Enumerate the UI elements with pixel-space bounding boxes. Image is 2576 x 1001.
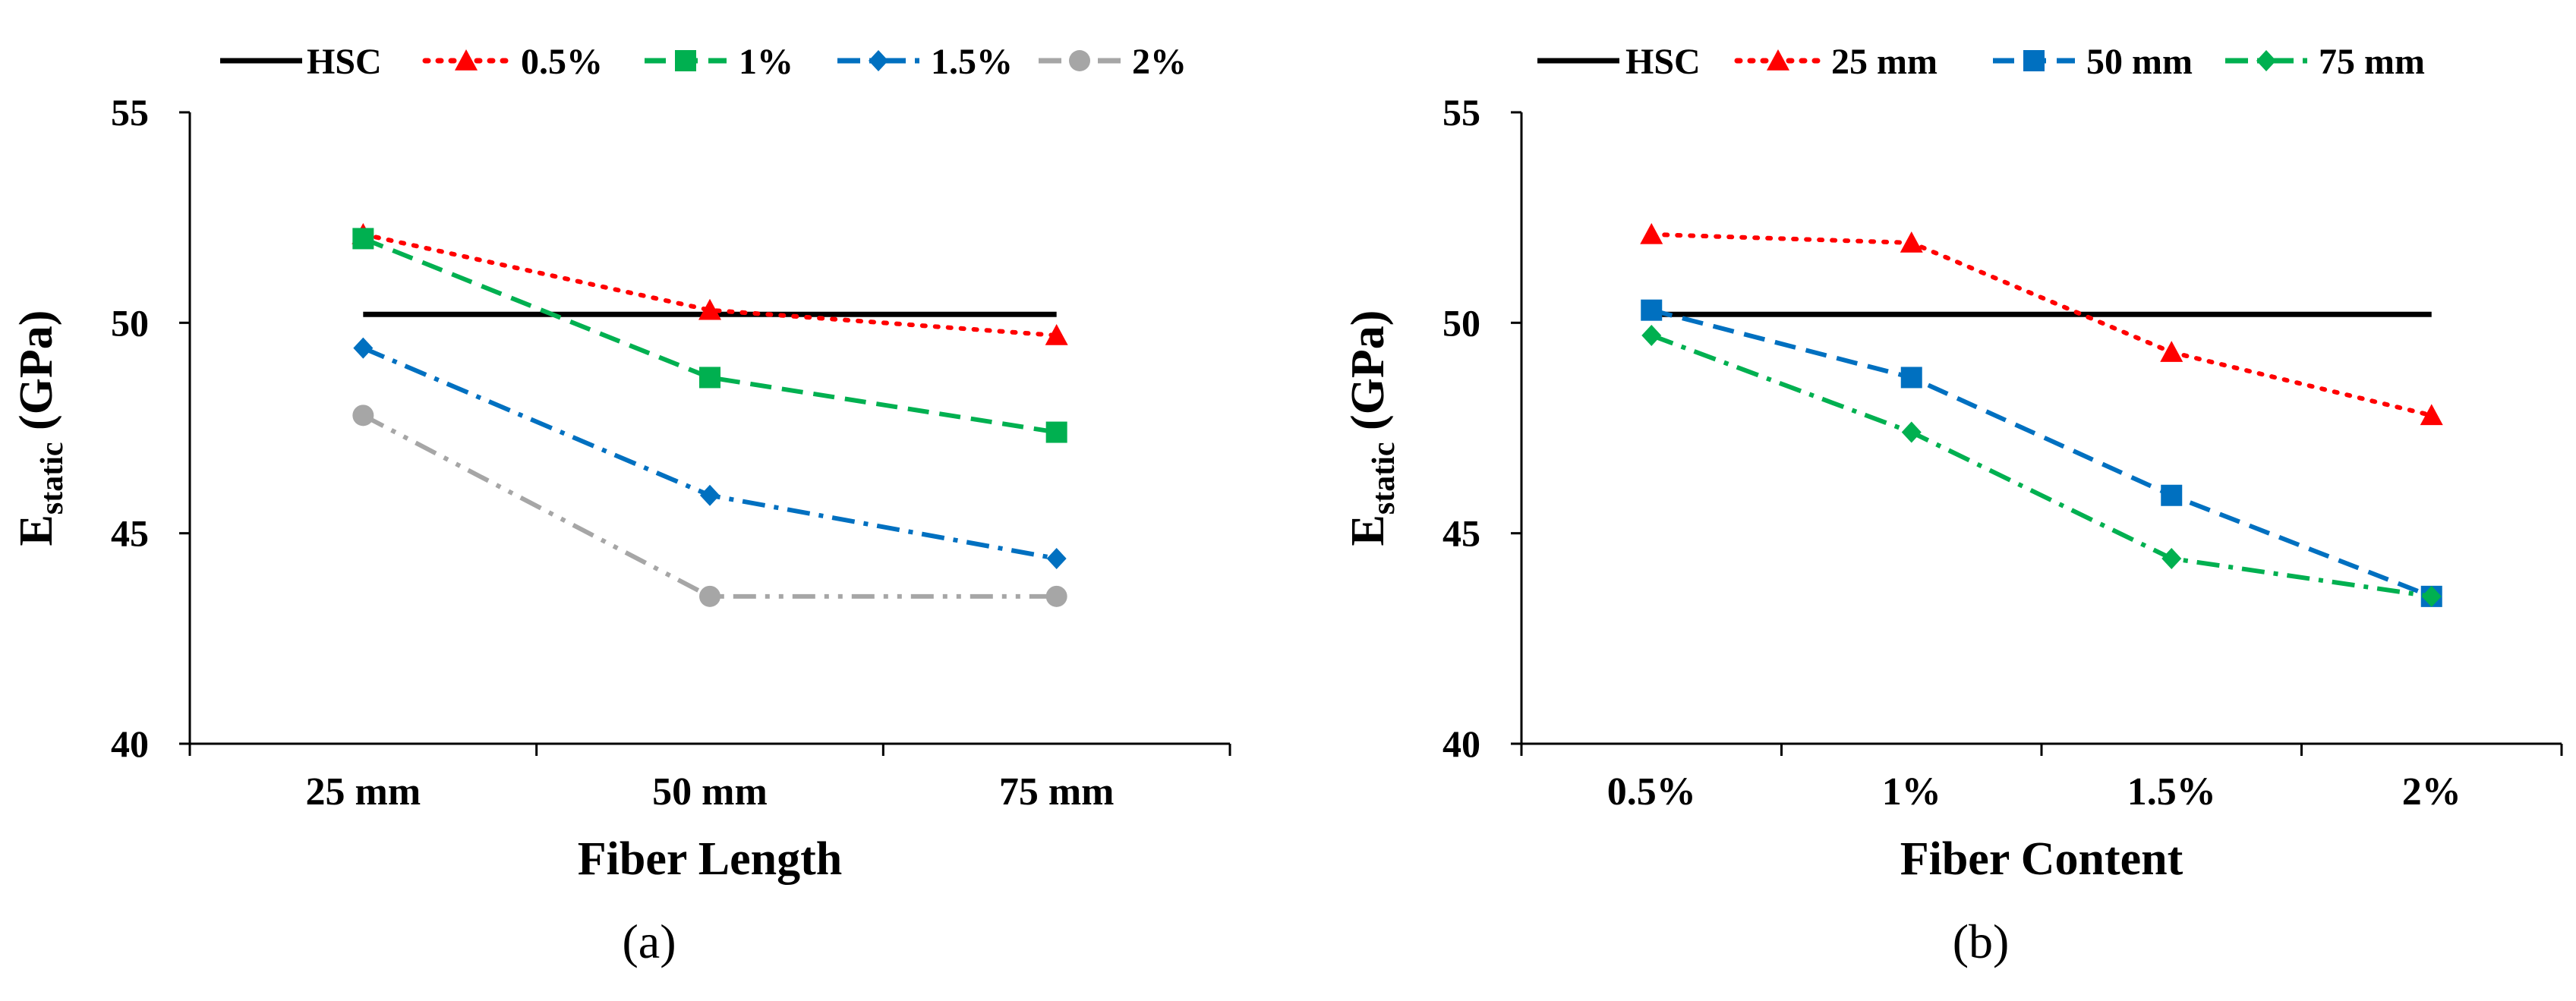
y-tick-label: 45 [111,512,149,555]
x-tick-label: 50 mm [652,770,768,814]
x-tick-label: 25 mm [306,770,421,814]
series-1% [352,228,1067,443]
legend-item: HSC [1537,42,1701,82]
data-point [353,337,374,359]
data-point [1641,324,1662,346]
data-point [1901,421,1922,443]
legend-item: 1% [645,42,793,82]
y-tick-label: 45 [1442,512,1480,555]
data-point [2420,404,2443,426]
legend-label: 75 mm [2319,42,2425,82]
legend-item: 1.5% [837,42,1013,82]
chart-b: 40 45 50 55 0.5% 1% 1.5% 2% Fiber Content Estatic… [1342,42,2563,968]
x-axis-title: Fiber Content [1900,833,2183,885]
series-line [362,236,1058,435]
legend-label: 25 mm [1831,42,1938,82]
series-75 mm [1641,324,2442,607]
data-point [2161,547,2182,569]
legend-marker [2023,50,2045,71]
panel-label: (b) [1953,914,2010,968]
data-point [352,228,374,250]
series-1.5% [353,337,1067,569]
x-tick-label: 2% [2402,770,2461,814]
data-point [2160,341,2183,362]
legend-marker [1069,50,1090,71]
data-point [699,585,720,607]
series-0.5% [352,222,1068,345]
legend-label: 0.5% [521,42,603,82]
data-point [698,298,721,320]
x-tick-label: 75 mm [999,770,1115,814]
y-tick-label: 55 [111,91,149,134]
legend-item: 25 mm [1734,42,1938,82]
legend-item: 2% [1039,42,1187,82]
x-tick-label: 1.5% [2127,770,2216,814]
series-line [1651,333,2433,599]
series-25 mm [1640,222,2443,426]
series-line [1649,231,2434,418]
data-point [1046,547,1067,569]
y-axis-title-unit: (GPa) [11,310,62,442]
y-tick-label: 40 [1442,722,1480,765]
data-point [699,367,720,389]
y-axis-title-sub: static [1367,442,1402,515]
data-point [1045,421,1067,443]
legend-label: HSC [307,42,382,82]
y-axis-title: Estatic (GPa) [11,310,70,546]
legend-marker [1767,49,1789,71]
data-point [1045,585,1067,607]
x-axis-title: Fiber Length [578,833,842,885]
y-axis-title-main: E [1342,515,1394,546]
legend-label: 1% [739,42,793,82]
panel-label: (a) [622,914,676,968]
legend-label: 1.5% [931,42,1013,82]
legend-item: HSC [220,42,382,82]
data-point [1045,323,1068,345]
legend-item: 75 mm [2225,42,2425,82]
data-point [1640,222,1663,244]
x-tick-label: 1% [1882,770,1941,814]
data-point [1900,367,1922,389]
legend-item: 50 mm [1993,42,2193,82]
series-line [361,231,1059,338]
data-point [352,404,374,427]
y-axis-title-unit: (GPa) [1342,310,1394,442]
legend-marker [2256,50,2276,71]
legend-label: HSC [1625,42,1701,82]
legend-label: 50 mm [2086,42,2193,82]
y-tick-label: 55 [1442,91,1480,134]
y-tick-label: 40 [111,722,149,765]
legend-marker [675,50,696,71]
series-2% [352,404,1067,607]
legend-item: 0.5% [422,42,603,82]
data-point [700,484,720,506]
y-tick-label: 50 [111,301,149,344]
legend-marker [869,50,888,71]
y-axis-title-sub: static [35,442,70,515]
legend-label: 2% [1132,42,1187,82]
data-point [2161,484,2183,506]
chart-a: 40 45 50 55 25 mm 50 mm 75 mm Fiber Length Estat… [11,42,1231,968]
legend-marker [455,49,478,71]
data-point [1900,231,1923,253]
series-line [1651,307,2433,599]
y-axis-title-main: E [11,515,62,546]
data-point [1641,299,1663,321]
series-50 mm [1641,299,2442,607]
data-point [2421,585,2442,607]
x-tick-label: 0.5% [1607,770,1696,814]
y-axis-title: Estatic (GPa) [1342,310,1402,546]
y-tick-label: 50 [1442,301,1480,344]
